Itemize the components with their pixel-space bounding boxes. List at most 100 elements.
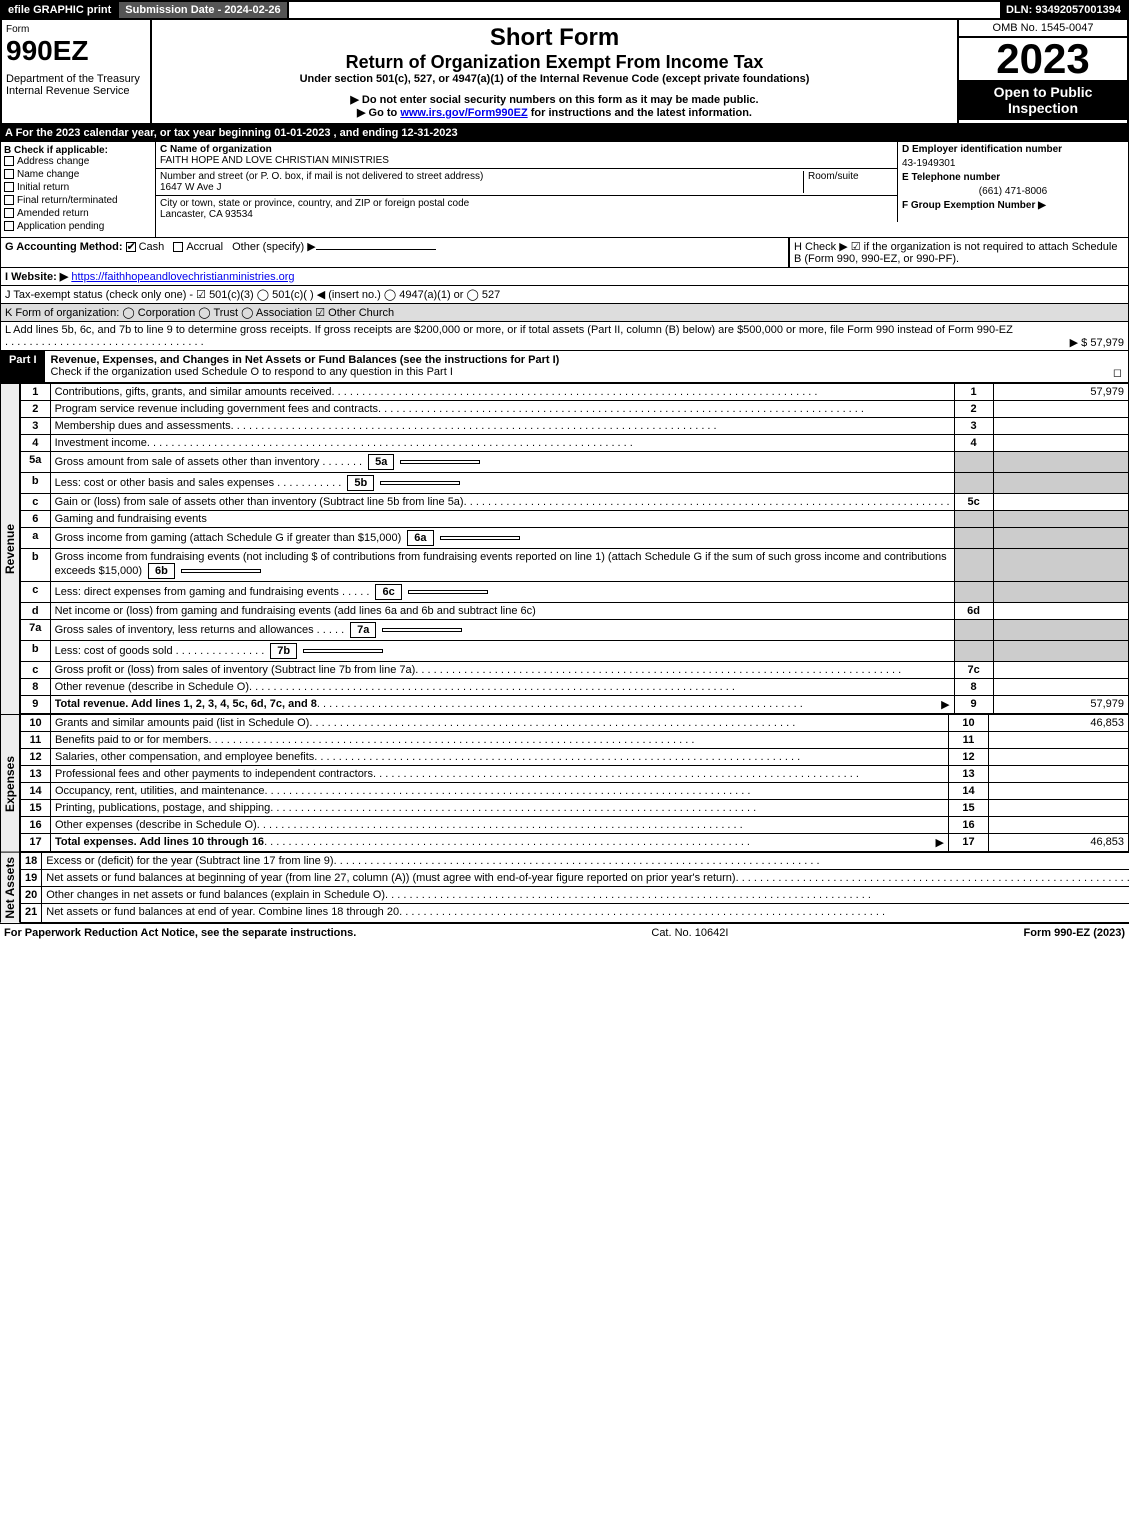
part-i-header: Part I Revenue, Expenses, and Changes in… bbox=[0, 351, 1129, 383]
goto-post: for instructions and the latest informat… bbox=[528, 107, 752, 119]
revenue-section: Revenue 1Contributions, gifts, grants, a… bbox=[0, 383, 1129, 714]
line-k: K Form of organization: ◯ Corporation ◯ … bbox=[0, 304, 1129, 322]
chk-amended: Amended return bbox=[4, 208, 152, 219]
line-7a: 7aGross sales of inventory, less returns… bbox=[21, 620, 1129, 641]
footer-center: Cat. No. 10642I bbox=[651, 927, 728, 939]
line-18: 18Excess or (deficit) for the year (Subt… bbox=[21, 853, 1129, 870]
room-label: Room/suite bbox=[803, 171, 893, 193]
topbar: efile GRAPHIC print Submission Date - 20… bbox=[0, 0, 1129, 20]
part-i-title: Revenue, Expenses, and Changes in Net As… bbox=[51, 354, 560, 366]
irs-link[interactable]: www.irs.gov/Form990EZ bbox=[400, 107, 527, 119]
g-label: G Accounting Method: bbox=[5, 241, 123, 253]
line-6: 6Gaming and fundraising events bbox=[21, 511, 1129, 528]
footer-left: For Paperwork Reduction Act Notice, see … bbox=[4, 927, 356, 939]
box-c: C Name of organizationFAITH HOPE AND LOV… bbox=[156, 142, 898, 237]
line-6a: aGross income from gaming (attach Schedu… bbox=[21, 528, 1129, 549]
chk-cash[interactable] bbox=[126, 242, 136, 252]
part-i-check-text: Check if the organization used Schedule … bbox=[51, 366, 453, 378]
ein-label: D Employer identification number bbox=[902, 144, 1062, 155]
goto-pre: ▶ Go to bbox=[357, 107, 400, 119]
line-i: I Website: ▶ https://faithhopeandlovechr… bbox=[0, 268, 1129, 286]
page-footer: For Paperwork Reduction Act Notice, see … bbox=[0, 923, 1129, 942]
footer-right: Form 990-EZ (2023) bbox=[1024, 927, 1125, 939]
netassets-section: Net Assets 18Excess or (deficit) for the… bbox=[0, 852, 1129, 923]
form-header: Form 990EZ Department of the Treasury In… bbox=[0, 20, 1129, 125]
line-15: 15Printing, publications, postage, and s… bbox=[21, 800, 1129, 817]
section-bcd: B Check if applicable: Address change Na… bbox=[0, 142, 1129, 238]
b-header: B Check if applicable: bbox=[4, 145, 108, 156]
arrow-icon: ▶ bbox=[936, 836, 944, 849]
form-label: Form bbox=[6, 24, 146, 35]
tel-label: E Telephone number bbox=[902, 172, 1000, 183]
city: Lancaster, CA 93534 bbox=[160, 209, 253, 220]
line-14: 14Occupancy, rent, utilities, and mainte… bbox=[21, 783, 1129, 800]
line-5b: bLess: cost or other basis and sales exp… bbox=[21, 473, 1129, 494]
line-5a: 5aGross amount from sale of assets other… bbox=[21, 452, 1129, 473]
box-b: B Check if applicable: Address change Na… bbox=[1, 142, 156, 237]
chk-accrual[interactable] bbox=[173, 242, 183, 252]
tax-year: 2023 bbox=[959, 38, 1127, 80]
chk-pending: Application pending bbox=[4, 221, 152, 232]
public-inspection: Open to Public Inspection bbox=[959, 80, 1127, 120]
chk-address: Address change bbox=[4, 156, 152, 167]
group-label: F Group Exemption Number ▶ bbox=[902, 200, 1046, 211]
city-label: City or town, state or province, country… bbox=[160, 198, 469, 209]
efile-label: efile GRAPHIC print bbox=[2, 2, 119, 18]
line-13: 13Professional fees and other payments t… bbox=[21, 766, 1129, 783]
line-h: H Check ▶ ☑ if the organization is not r… bbox=[789, 238, 1129, 268]
line-j: J Tax-exempt status (check only one) - ☑… bbox=[0, 286, 1129, 304]
form-subtitle: Return of Organization Exempt From Incom… bbox=[156, 52, 953, 73]
form-number: 990EZ bbox=[6, 35, 146, 67]
submission-date: Submission Date - 2024-02-26 bbox=[119, 2, 288, 18]
line-20: 20Other changes in net assets or fund ba… bbox=[21, 887, 1129, 904]
arrow-icon: ▶ bbox=[941, 698, 949, 711]
line-10: 10Grants and similar amounts paid (list … bbox=[21, 715, 1129, 732]
line-6b: bGross income from fundraising events (n… bbox=[21, 549, 1129, 582]
expenses-section: Expenses 10Grants and similar amounts pa… bbox=[0, 714, 1129, 852]
line-21: 21Net assets or fund balances at end of … bbox=[21, 904, 1129, 922]
part-i-checkbox[interactable]: ◻ bbox=[1113, 366, 1122, 379]
box-d: D Employer identification number 43-1949… bbox=[898, 142, 1128, 237]
line-a: A For the 2023 calendar year, or tax yea… bbox=[0, 125, 1129, 142]
form-title: Short Form bbox=[156, 24, 953, 52]
line-16: 16Other expenses (describe in Schedule O… bbox=[21, 817, 1129, 834]
line-6d: dNet income or (loss) from gaming and fu… bbox=[21, 603, 1129, 620]
chk-initial: Initial return bbox=[4, 182, 152, 193]
expenses-label: Expenses bbox=[0, 714, 20, 852]
line-7b: bLess: cost of goods sold . . . . . . . … bbox=[21, 641, 1129, 662]
part-i-label: Part I bbox=[1, 351, 45, 382]
line-1: 1Contributions, gifts, grants, and simil… bbox=[21, 384, 1129, 401]
goto-line: ▶ Go to www.irs.gov/Form990EZ for instru… bbox=[156, 106, 953, 119]
line-12: 12Salaries, other compensation, and empl… bbox=[21, 749, 1129, 766]
under-section: Under section 501(c), 527, or 4947(a)(1)… bbox=[156, 73, 953, 85]
section-gh: G Accounting Method: Cash Accrual Other … bbox=[0, 238, 1129, 268]
line-6c: cLess: direct expenses from gaming and f… bbox=[21, 582, 1129, 603]
line-9: 9Total revenue. Add lines 1, 2, 3, 4, 5c… bbox=[21, 696, 1129, 714]
line-11: 11Benefits paid to or for members11 bbox=[21, 732, 1129, 749]
l-text: L Add lines 5b, 6c, and 7b to line 9 to … bbox=[5, 324, 1013, 336]
dept-line1: Department of the Treasury bbox=[6, 73, 146, 85]
ein: 43-1949301 bbox=[902, 158, 1124, 169]
line-4: 4Investment income4 bbox=[21, 435, 1129, 452]
line-19: 19Net assets or fund balances at beginni… bbox=[21, 870, 1129, 887]
line-2: 2Program service revenue including gover… bbox=[21, 401, 1129, 418]
l-amount: ▶ $ 57,979 bbox=[1070, 336, 1124, 349]
dln: DLN: 93492057001394 bbox=[1000, 2, 1127, 18]
chk-final: Final return/terminated bbox=[4, 195, 152, 206]
street: 1647 W Ave J bbox=[160, 182, 222, 193]
line-8: 8Other revenue (describe in Schedule O)8 bbox=[21, 679, 1129, 696]
c-label: C Name of organization bbox=[160, 144, 272, 155]
dept-line2: Internal Revenue Service bbox=[6, 85, 146, 97]
org-name: FAITH HOPE AND LOVE CHRISTIAN MINISTRIES bbox=[160, 155, 389, 166]
line-7c: cGross profit or (loss) from sales of in… bbox=[21, 662, 1129, 679]
revenue-label: Revenue bbox=[0, 383, 20, 714]
line-17: 17Total expenses. Add lines 10 through 1… bbox=[21, 834, 1129, 852]
website-link[interactable]: https://faithhopeandlovechristianministr… bbox=[71, 271, 294, 283]
ssn-warning: ▶ Do not enter social security numbers o… bbox=[156, 93, 953, 106]
netassets-label: Net Assets bbox=[0, 852, 20, 923]
line-5c: cGain or (loss) from sale of assets othe… bbox=[21, 494, 1129, 511]
other-specify: Other (specify) ▶ bbox=[232, 241, 316, 253]
street-label: Number and street (or P. O. box, if mail… bbox=[160, 171, 483, 182]
telephone: (661) 471-8006 bbox=[902, 186, 1124, 197]
i-label: I Website: ▶ bbox=[5, 271, 68, 283]
